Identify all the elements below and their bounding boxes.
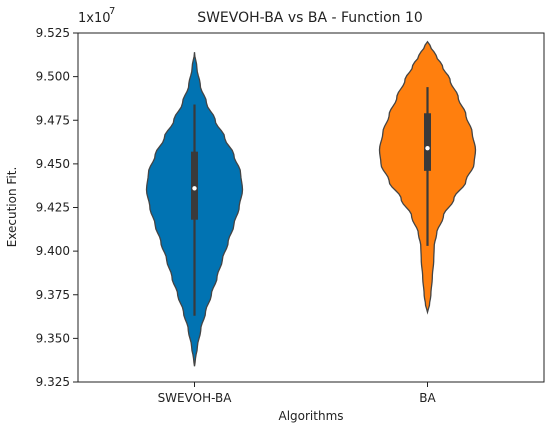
axes-frame (77, 32, 545, 383)
y-tick-label: 9.325 (36, 375, 70, 389)
chart-title: SWEVOH-BA vs BA - Function 10 (197, 10, 423, 26)
iqr-box-swevoh-ba (191, 151, 198, 220)
y-multiplier-exponent: 7 (109, 6, 115, 17)
y-multiplier-base: 1x10 (78, 11, 111, 26)
x-axis-label: Algorithms (278, 409, 343, 423)
y-tick-label: 9.425 (36, 201, 70, 215)
median-marker-ba (425, 145, 430, 151)
y-axis-ticks: 9.325 9.350 9.375 9.400 9.425 9.450 9.475 9.500… (36, 26, 78, 389)
y-tick-label: 9.350 (36, 331, 70, 345)
median-marker-swevoh-ba (192, 186, 197, 191)
x-tick-label: BA (419, 391, 436, 405)
y-axis-label: Execution Fit. (5, 167, 19, 248)
plot-area (145, 40, 477, 367)
y-tick-label: 9.500 (36, 70, 70, 84)
y-tick-label: 9.450 (36, 157, 70, 171)
y-tick-label: 9.400 (36, 244, 70, 258)
y-multiplier: 1x10 7 (78, 6, 115, 26)
iqr-box-ba (424, 113, 431, 171)
y-tick-label: 9.525 (36, 26, 70, 40)
x-axis-ticks: SWEVOH-BA BA (158, 382, 437, 405)
y-tick-label: 9.475 (36, 113, 70, 127)
y-tick-label: 9.375 (36, 288, 70, 302)
x-tick-label: SWEVOH-BA (158, 391, 233, 405)
